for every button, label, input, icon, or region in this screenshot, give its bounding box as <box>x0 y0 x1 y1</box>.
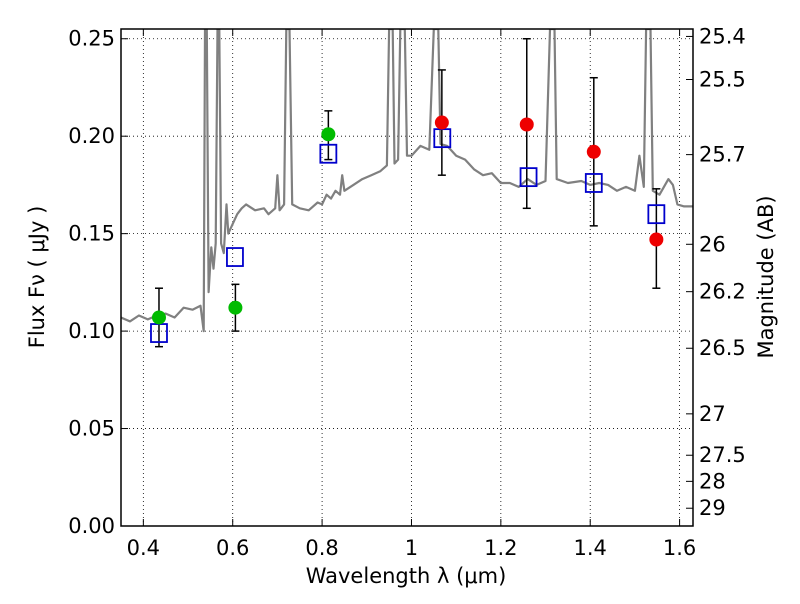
observed-point <box>519 117 534 132</box>
observed-point <box>321 127 336 142</box>
observed-point <box>649 232 664 247</box>
x-tick-label: 1 <box>405 536 418 560</box>
mag-tick-label: 27.5 <box>699 443 746 467</box>
observed-point <box>434 115 449 130</box>
mag-tick-label: 28 <box>699 469 726 493</box>
mag-tick-label: 25.7 <box>699 143 746 167</box>
y-tick-label: 0.10 <box>68 319 115 343</box>
x-tick-label: 0.8 <box>305 536 338 560</box>
model-square-point <box>319 143 338 164</box>
model-square-point <box>647 204 666 225</box>
observed-point <box>151 310 166 325</box>
mag-tick-label: 25.4 <box>699 24 746 48</box>
plot-frame <box>120 28 694 527</box>
axis-ticks: 0.4 0.6 0.8 1 1.2 1.4 1.6 0.00 0.05 0.10 0.15 0.20 0… <box>68 24 746 560</box>
y-tick-label: 0.05 <box>68 417 115 441</box>
observed-point <box>586 144 601 159</box>
error-bars <box>150 37 666 348</box>
mag-tick-label: 26.5 <box>699 336 746 360</box>
y-tick-label: 0.20 <box>68 124 115 148</box>
y-tick-label: 0.00 <box>68 514 115 538</box>
model-square-point <box>226 247 244 267</box>
x-tick-label: 0.4 <box>127 536 160 560</box>
y-tick-label: 0.15 <box>68 222 115 246</box>
observed-point <box>228 300 243 315</box>
x-axis-title: Wavelength λ (μm) <box>306 564 507 588</box>
mag-tick-label: 26 <box>699 232 726 256</box>
y2-axis-title: Magnitude (AB) <box>754 195 778 358</box>
data-area <box>121 29 693 333</box>
y-axis-title: Flux Fν ( μJy ) <box>25 206 49 349</box>
x-tick-label: 1.2 <box>484 536 517 560</box>
model-square-point <box>519 167 538 188</box>
x-tick-label: 1.6 <box>663 536 696 560</box>
x-tick-label: 1.4 <box>574 536 607 560</box>
y-tick-label: 0.25 <box>68 27 115 51</box>
x-tick-label: 0.6 <box>216 536 249 560</box>
sed-model-line <box>121 29 693 333</box>
mag-tick-label: 29 <box>699 496 726 520</box>
model-square-point <box>584 173 603 193</box>
mag-tick-label: 26.2 <box>699 280 746 304</box>
mag-tick-label: 27 <box>699 402 726 426</box>
mag-tick-label: 25.5 <box>699 68 746 92</box>
